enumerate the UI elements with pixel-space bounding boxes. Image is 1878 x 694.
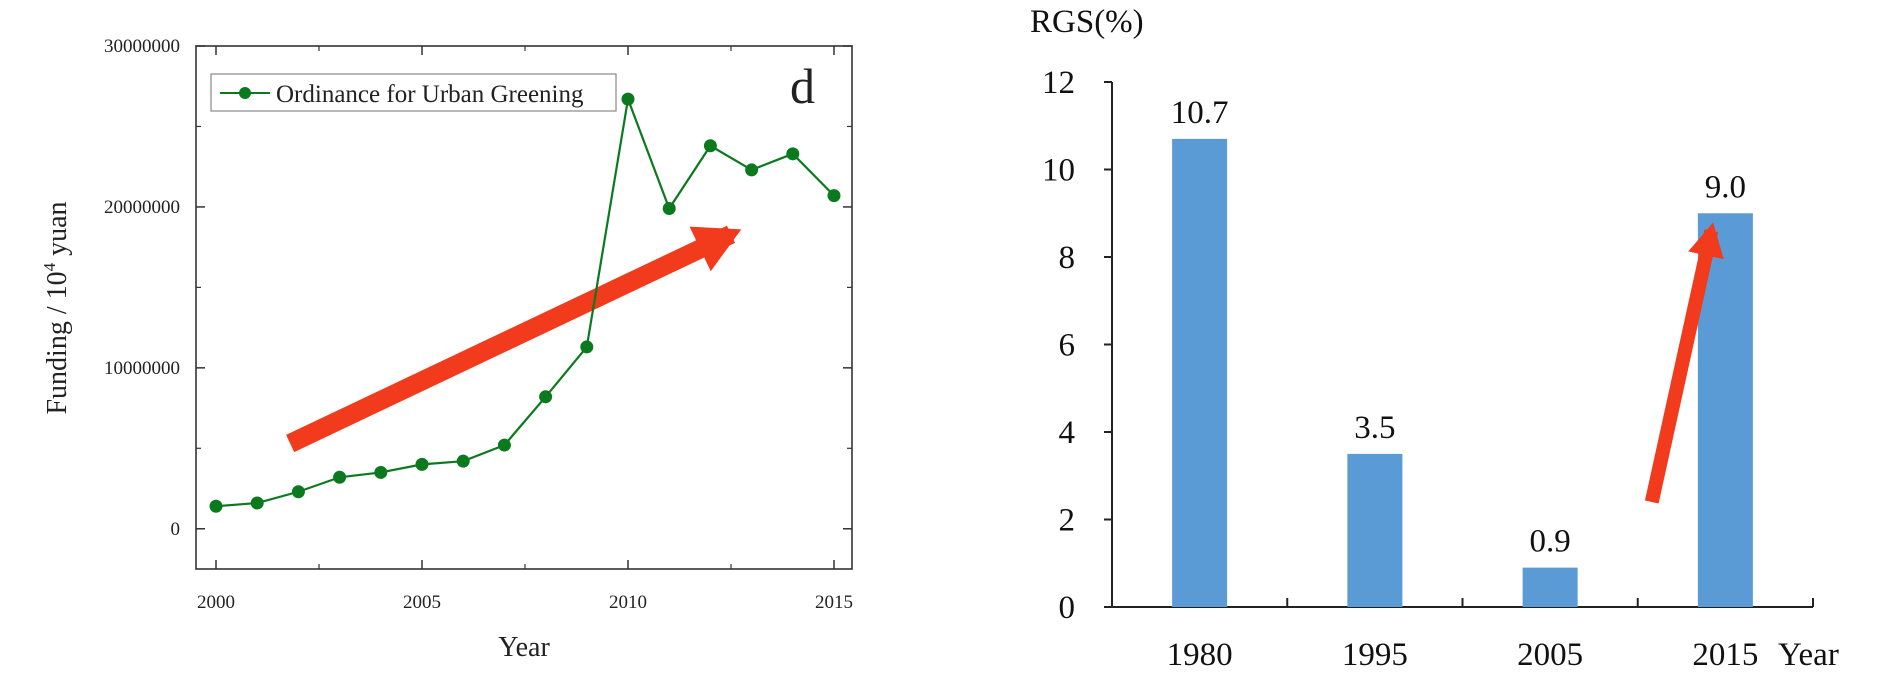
ylabel-main: Funding / 10 bbox=[42, 271, 73, 414]
left-x-axis-title: Year bbox=[498, 632, 550, 663]
rgs-bar-chart: RGS(%) 0 2 4 6 8 10 12 1980 1995 2005 2015 10.7 3.… bbox=[1030, 4, 1839, 673]
legend-entry: Ordinance for Urban Greening bbox=[276, 81, 584, 108]
right-y-tick-label: 2 bbox=[1059, 503, 1076, 539]
series-point bbox=[456, 454, 470, 468]
right-y-tick-label: 6 bbox=[1059, 328, 1076, 364]
series-point bbox=[580, 340, 594, 354]
ylabel-superscript: 4 bbox=[40, 262, 59, 271]
series-point bbox=[374, 465, 388, 479]
left-y-tick-label: 20000000 bbox=[104, 197, 180, 218]
right-y-ticks: 0 2 4 6 8 10 12 bbox=[1042, 65, 1112, 626]
left-x-tick-label: 2005 bbox=[403, 592, 441, 613]
left-arrow-shaft bbox=[286, 225, 742, 453]
bar-data-label: 9.0 bbox=[1705, 169, 1746, 205]
right-x-tick-label: 1980 bbox=[1167, 637, 1233, 673]
series-point bbox=[291, 485, 305, 499]
left-x-tick-label: 2010 bbox=[609, 592, 647, 613]
ylabel-tail: yuan bbox=[42, 201, 73, 262]
right-y-tick-label: 0 bbox=[1059, 590, 1076, 626]
left-plot-frame bbox=[195, 45, 853, 570]
left-y-tick-label: 30000000 bbox=[104, 36, 180, 57]
right-y-tick-label: 8 bbox=[1059, 240, 1076, 276]
series-point bbox=[497, 438, 511, 452]
left-y-tick-label: 10000000 bbox=[104, 358, 180, 379]
series-point bbox=[786, 147, 800, 161]
left-y-axis-title: Funding / 104 yuan bbox=[40, 201, 73, 414]
right-bars-group: 10.7 3.5 0.9 9.0 bbox=[1171, 95, 1753, 607]
series-point bbox=[539, 390, 553, 404]
bar bbox=[1347, 453, 1403, 607]
left-y-ticks: 0 10000000 20000000 30000000 bbox=[104, 36, 852, 540]
right-x-tick-label: 1995 bbox=[1342, 637, 1408, 673]
right-x-axis-title: Year bbox=[1778, 637, 1839, 673]
left-x-tick-label: 2015 bbox=[815, 592, 853, 613]
right-trend-arrow bbox=[1644, 222, 1724, 504]
bar-data-label: 10.7 bbox=[1171, 95, 1229, 131]
right-y-tick-label: 10 bbox=[1042, 153, 1075, 189]
series-line bbox=[215, 94, 835, 508]
bar bbox=[1522, 567, 1578, 607]
series-point bbox=[415, 457, 429, 471]
series-point bbox=[333, 470, 347, 484]
svg-text:Funding / 104 yuan: Funding / 104 yuan bbox=[40, 201, 73, 414]
series-point bbox=[703, 139, 717, 153]
legend-marker-swatch bbox=[239, 87, 251, 99]
panel-letter: d bbox=[790, 58, 815, 114]
series-point bbox=[250, 496, 264, 510]
series-point bbox=[827, 189, 841, 203]
bar bbox=[1172, 138, 1228, 607]
left-legend: Ordinance for Urban Greening bbox=[210, 73, 617, 112]
series-point bbox=[745, 163, 759, 177]
legend-box bbox=[210, 73, 617, 112]
series-point bbox=[662, 202, 676, 216]
right-y-axis-title: RGS(%) bbox=[1030, 4, 1144, 40]
right-y-tick-label: 12 bbox=[1042, 65, 1075, 101]
left-trend-arrow bbox=[286, 225, 742, 453]
right-x-tick-label: 2015 bbox=[1692, 637, 1758, 673]
left-x-ticks: 2000 2005 2010 2015 bbox=[197, 46, 853, 613]
series-point bbox=[621, 92, 635, 106]
bar-data-label: 0.9 bbox=[1530, 524, 1571, 560]
right-x-ticks: 1980 1995 2005 2015 bbox=[1167, 598, 1814, 673]
right-arrow-shaft bbox=[1644, 222, 1724, 504]
right-y-tick-label: 4 bbox=[1059, 415, 1076, 451]
left-y-tick-label: 0 bbox=[171, 519, 181, 540]
left-x-tick-label: 2000 bbox=[197, 592, 235, 613]
left-series-group bbox=[209, 92, 841, 513]
right-x-tick-label: 2005 bbox=[1517, 637, 1583, 673]
series-point bbox=[209, 499, 223, 513]
bar-data-label: 3.5 bbox=[1354, 410, 1395, 446]
